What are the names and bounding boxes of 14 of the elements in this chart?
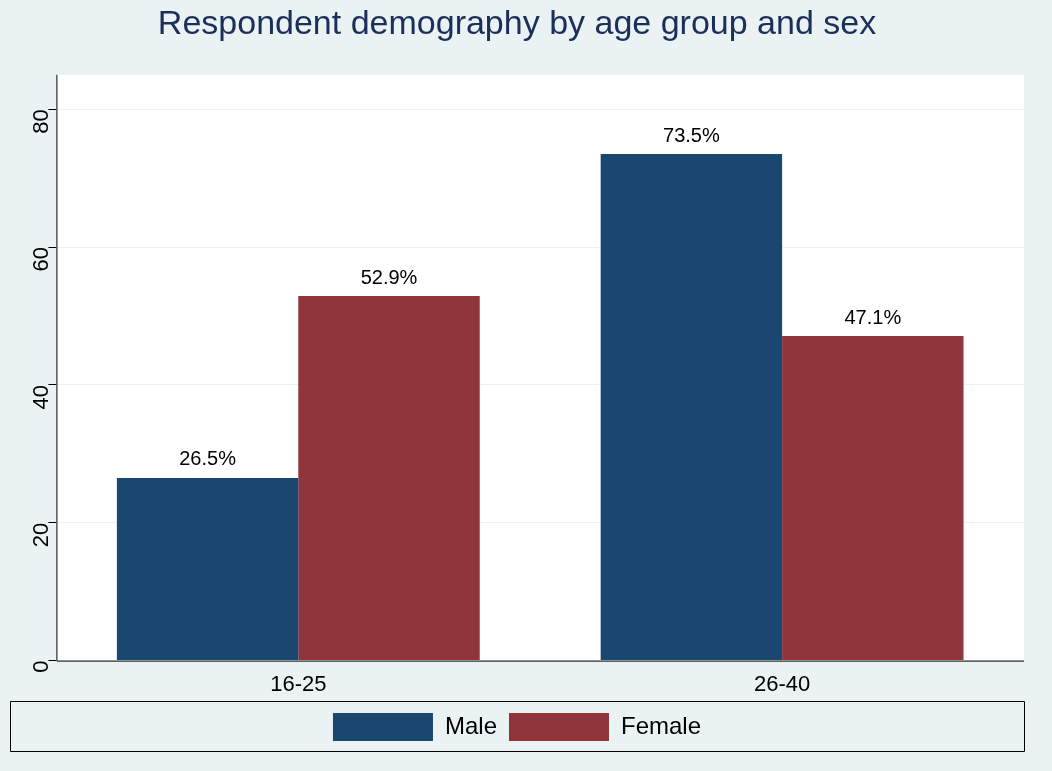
legend-label: Female [621, 711, 702, 739]
data-label: 73.5% [663, 123, 720, 146]
chart-title: Respondent demography by age group and sex [157, 2, 877, 41]
data-label: 47.1% [844, 305, 902, 328]
data-label: 52.9% [360, 265, 418, 288]
y-tick-label: 60 [28, 247, 54, 272]
legend-label: Male [444, 711, 498, 739]
y-tick-label: 20 [28, 522, 54, 548]
y-tick-label: 80 [28, 109, 54, 134]
y-tick-label: 40 [28, 384, 54, 410]
y-tick-label: 0 [28, 660, 54, 673]
x-tick-label: 26-40 [753, 670, 811, 696]
data-label: 26.5% [179, 447, 237, 470]
x-tick-label: 16-25 [270, 670, 327, 696]
